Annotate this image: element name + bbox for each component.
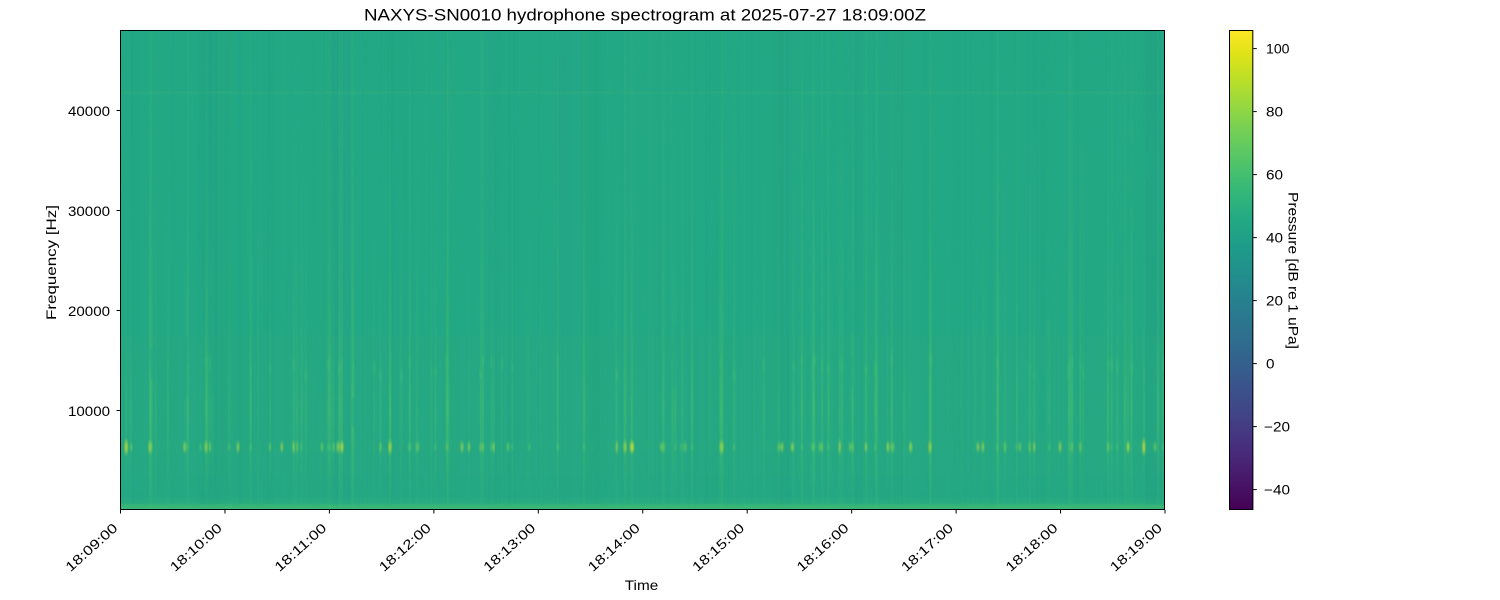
svg-text:60: 60	[1266, 167, 1283, 182]
svg-text:30000: 30000	[68, 204, 110, 219]
svg-text:0: 0	[1266, 356, 1275, 371]
svg-text:80: 80	[1266, 104, 1283, 119]
svg-text:18:15:00: 18:15:00	[689, 520, 747, 574]
svg-text:20: 20	[1266, 293, 1283, 308]
svg-text:18:16:00: 18:16:00	[794, 520, 852, 574]
svg-text:NAXYS-SN0010 hydrophone spectr: NAXYS-SN0010 hydrophone spectrogram at 2…	[364, 5, 926, 24]
svg-text:18:12:00: 18:12:00	[376, 520, 434, 574]
svg-text:18:13:00: 18:13:00	[480, 520, 538, 574]
svg-text:Frequency [Hz]: Frequency [Hz]	[44, 205, 59, 320]
svg-text:18:10:00: 18:10:00	[167, 520, 225, 574]
svg-text:40000: 40000	[68, 104, 110, 119]
svg-text:20000: 20000	[68, 304, 110, 319]
svg-text:18:19:00: 18:19:00	[1107, 520, 1165, 574]
svg-text:100: 100	[1266, 41, 1290, 56]
svg-text:Pressure [dB re 1 uPa]: Pressure [dB re 1 uPa]	[1286, 192, 1301, 349]
svg-text:18:09:00: 18:09:00	[63, 520, 121, 574]
svg-text:18:11:00: 18:11:00	[271, 520, 329, 574]
svg-text:18:18:00: 18:18:00	[1003, 520, 1061, 574]
svg-text:18:17:00: 18:17:00	[898, 520, 956, 574]
svg-text:−20: −20	[1264, 419, 1290, 434]
svg-text:10000: 10000	[68, 404, 110, 419]
svg-text:Time: Time	[625, 578, 659, 593]
svg-text:18:14:00: 18:14:00	[585, 520, 643, 574]
svg-text:40: 40	[1266, 230, 1283, 245]
svg-text:−40: −40	[1264, 482, 1290, 497]
